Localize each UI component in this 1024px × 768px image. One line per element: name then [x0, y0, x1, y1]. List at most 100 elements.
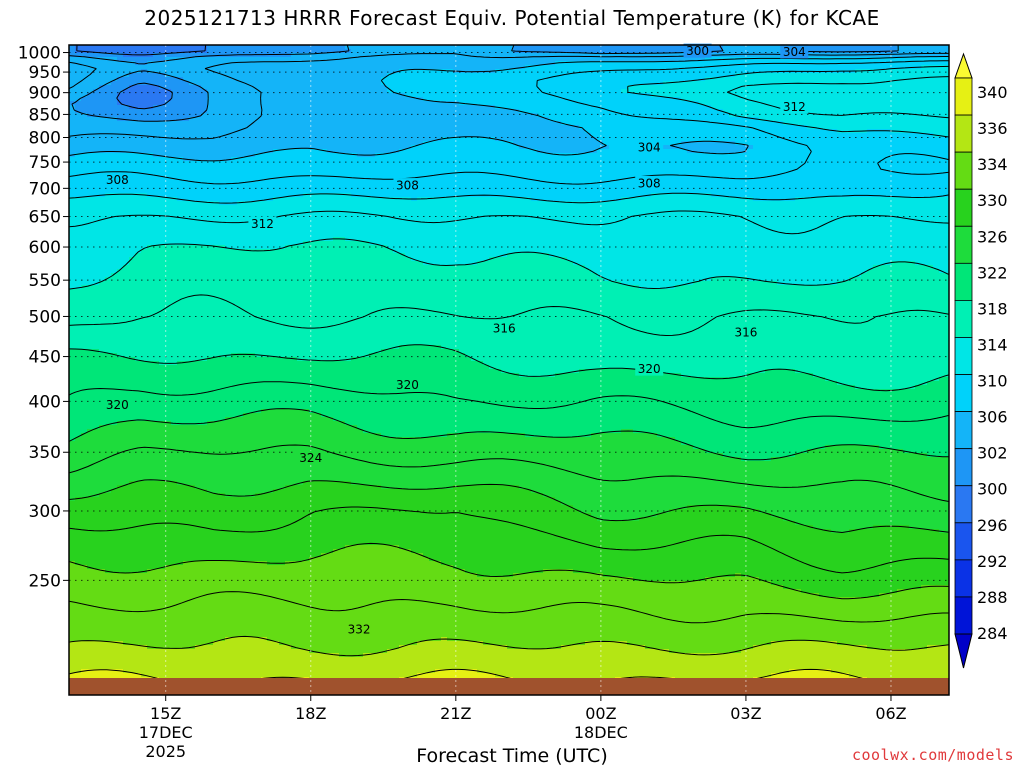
contour-cell	[315, 93, 322, 98]
contour-cell	[609, 93, 616, 98]
contour-cell	[369, 61, 376, 66]
contour-cell	[177, 137, 184, 142]
contour-cell	[459, 169, 466, 174]
contour-cell	[267, 129, 274, 134]
contour-cell	[327, 97, 334, 102]
contour-cell	[495, 153, 502, 158]
contour-cell	[819, 125, 826, 130]
contour-cell	[183, 153, 190, 158]
contour-cell	[243, 49, 250, 54]
contour-cell	[285, 113, 292, 118]
contour-cell	[849, 169, 856, 174]
contour-cell	[267, 113, 274, 118]
contour-cell	[237, 129, 244, 134]
contour-cell	[651, 153, 658, 158]
contour-cell	[771, 49, 778, 54]
contour-cell	[75, 141, 82, 146]
contour-cell	[447, 129, 454, 134]
contour-cell	[291, 165, 298, 170]
contour-cell	[513, 137, 520, 142]
contour-cell	[357, 125, 364, 130]
contour-cell	[855, 137, 862, 142]
contour-cell	[843, 137, 850, 142]
contour-cell	[795, 161, 802, 166]
contour-cell	[165, 177, 172, 182]
contour-cell	[519, 69, 526, 74]
contour-cell	[471, 97, 478, 102]
contour-cell	[453, 105, 460, 110]
contour-cell	[771, 125, 778, 130]
contour-cell	[603, 109, 610, 114]
contour-cell	[549, 85, 556, 90]
contour-cell	[201, 65, 208, 70]
contour-cell	[273, 141, 280, 146]
contour-cell	[363, 65, 370, 70]
contour-cell	[93, 101, 100, 106]
contour-cell	[501, 97, 508, 102]
contour-cell	[411, 141, 418, 146]
contour-cell	[945, 117, 949, 122]
contour-cell	[345, 73, 352, 78]
contour-cell	[879, 113, 886, 118]
contour-cell	[567, 97, 574, 102]
contour-cell	[939, 117, 946, 122]
contour-cell	[69, 177, 76, 182]
contour-cell	[93, 45, 100, 50]
contour-cell	[135, 113, 142, 118]
contour-cell	[903, 61, 910, 66]
contour-cell	[627, 137, 634, 142]
contour-cell	[711, 69, 718, 74]
contour-cell	[315, 169, 322, 174]
contour-cell	[777, 113, 784, 118]
contour-cell	[699, 101, 706, 106]
contour-cell	[933, 69, 940, 74]
contour-cell	[213, 153, 220, 158]
contour-cell	[159, 89, 166, 94]
contour-cell	[555, 149, 562, 154]
contour-cell	[165, 57, 172, 62]
contour-cell	[687, 89, 694, 94]
contour-cell	[201, 45, 208, 50]
contour-cell	[471, 173, 478, 178]
contour-cell	[267, 93, 274, 98]
contour-cell	[141, 101, 148, 106]
contour-cell	[273, 133, 280, 138]
contour-cell	[207, 77, 214, 82]
contour-cell	[537, 117, 544, 122]
contour-cell	[489, 77, 496, 82]
contour-cell	[183, 113, 190, 118]
contour-cell	[129, 109, 136, 114]
contour-cell	[621, 89, 628, 94]
contour-cell	[339, 145, 346, 150]
contour-cell	[663, 69, 670, 74]
contour-cell	[693, 69, 700, 74]
contour-cell	[867, 121, 874, 126]
contour-cell	[381, 57, 388, 62]
contour-cell	[207, 141, 214, 146]
contour-cell	[543, 173, 550, 178]
contour-cell	[777, 141, 784, 146]
contour-cell	[651, 169, 658, 174]
contour-cell	[273, 105, 280, 110]
contour-cell	[129, 153, 136, 158]
contour-cell	[189, 101, 196, 106]
contour-cell	[933, 157, 940, 162]
contour-cell	[549, 109, 556, 114]
contour-cell	[663, 53, 670, 58]
contour-cell	[201, 109, 208, 114]
contour-cell	[687, 133, 694, 138]
contour-cell	[351, 85, 358, 90]
contour-cell	[207, 117, 214, 122]
contour-cell	[747, 101, 754, 106]
contour-cell	[585, 89, 592, 94]
contour-cell	[843, 49, 850, 54]
contour-cell	[501, 121, 508, 126]
contour-cell	[789, 165, 796, 170]
contour-cell	[255, 77, 262, 82]
contour-cell	[399, 61, 406, 66]
contour-cell	[249, 141, 256, 146]
contour-cell	[705, 57, 712, 62]
contour-cell	[105, 117, 112, 122]
contour-cell	[483, 137, 490, 142]
contour-cell	[381, 149, 388, 154]
